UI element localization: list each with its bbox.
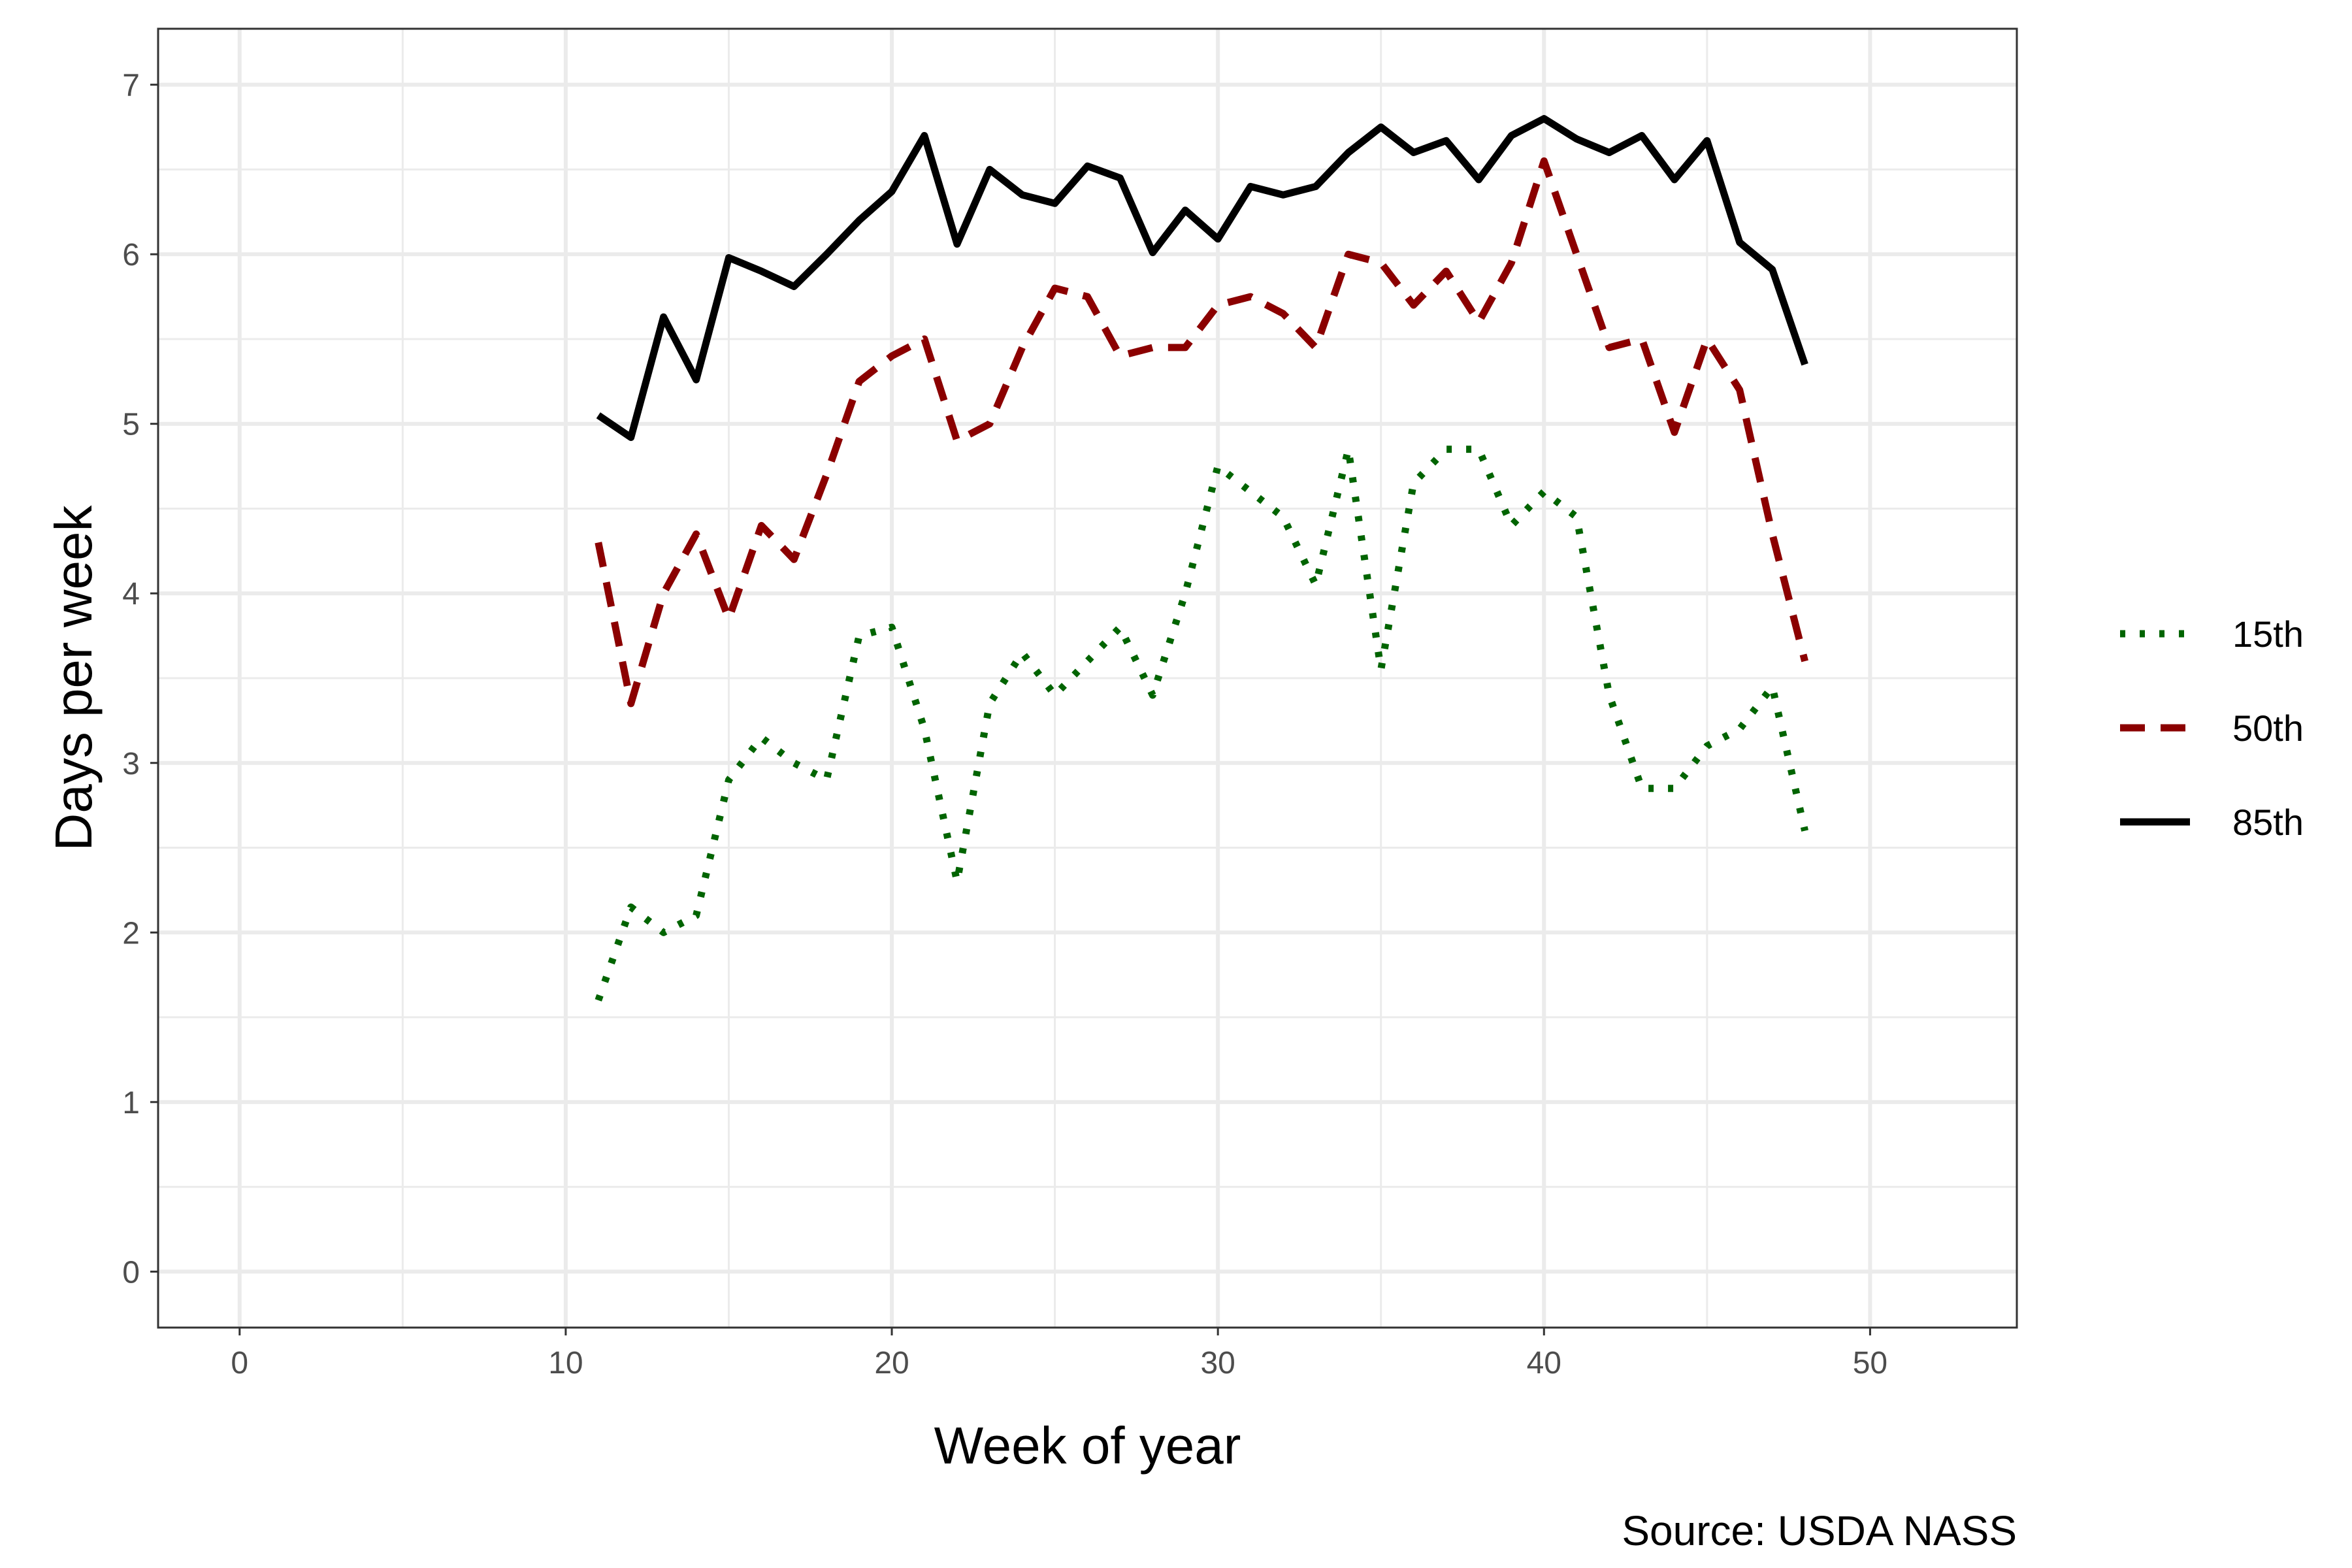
legend: 15th 50th 85th [2120, 613, 2304, 843]
y-tick-label: 4 [122, 577, 140, 612]
y-tick-label: 5 [122, 408, 140, 442]
minor-gridlines [158, 29, 2017, 1328]
series-layer [595, 115, 1808, 1002]
y-tick-label: 2 [122, 916, 140, 951]
y-tick-label: 3 [122, 747, 140, 781]
legend-label-85th: 85th [2232, 802, 2304, 843]
series-line-50th [595, 157, 1808, 708]
series-line-15th [595, 446, 1808, 1002]
x-tick-label: 30 [1200, 1346, 1235, 1380]
y-tick-label: 7 [122, 69, 140, 103]
x-tick-label: 50 [1853, 1346, 1887, 1380]
x-tick-label: 10 [548, 1346, 583, 1380]
x-tick-label: 20 [874, 1346, 909, 1380]
x-tick-label: 40 [1527, 1346, 1561, 1380]
legend-label-50th: 50th [2232, 708, 2304, 749]
y-tick-label: 6 [122, 238, 140, 272]
y-tick-label: 0 [122, 1255, 140, 1290]
panel-border [157, 27, 2018, 1329]
series-line-85th [596, 115, 1808, 441]
x-tick-label: 0 [231, 1346, 248, 1380]
y-axis-title: Days per week [44, 504, 103, 851]
caption: Source: USDA NASS [1622, 1507, 2017, 1554]
legend-label-15th: 15th [2232, 613, 2304, 655]
y-tick-label: 1 [122, 1086, 140, 1120]
major-gridlines [158, 29, 2017, 1328]
x-axis-title: Week of year [934, 1416, 1241, 1475]
x-axis: 0 10 20 30 40 50 [231, 1328, 1887, 1380]
y-axis: 0 1 2 3 4 5 6 7 [122, 69, 158, 1290]
